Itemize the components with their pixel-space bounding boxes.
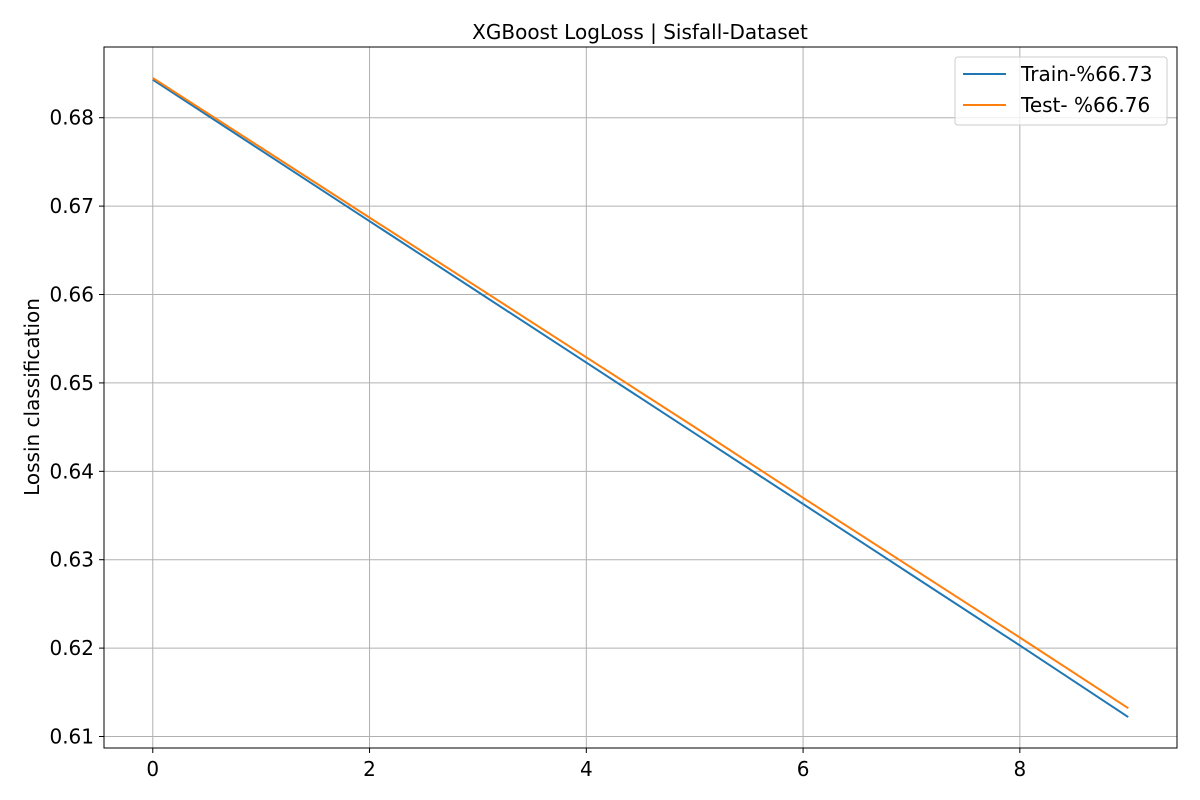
y-axis-label: Lossin classification bbox=[20, 298, 44, 496]
y-tick-label: 0.68 bbox=[49, 106, 94, 130]
series-layer bbox=[152, 77, 1129, 718]
legend-box bbox=[954, 56, 1168, 126]
legend: Train-%66.73 Test- %66.76 bbox=[954, 56, 1168, 126]
chart-title: XGBoost LogLoss | Sisfall-Dataset bbox=[472, 20, 808, 44]
y-tick-label: 0.63 bbox=[49, 548, 94, 572]
plot-frame bbox=[103, 46, 1178, 749]
x-tick-label: 8 bbox=[1013, 757, 1026, 781]
x-tick-label: 6 bbox=[797, 757, 810, 781]
series-line-test bbox=[152, 77, 1129, 710]
legend-label: Test- %66.76 bbox=[1020, 93, 1150, 117]
y-tick-label: 0.66 bbox=[49, 283, 94, 307]
x-tick-label: 0 bbox=[146, 757, 159, 781]
ticks: 0 2 4 6 8 0.61 0.62 0.63 0.64 0.65 0.66 0.67 0.68 bbox=[49, 106, 1026, 781]
x-tick-label: 2 bbox=[363, 757, 376, 781]
y-tick-label: 0.62 bbox=[49, 636, 94, 660]
y-tick-label: 0.65 bbox=[49, 371, 94, 395]
legend-label: Train-%66.73 bbox=[1020, 62, 1152, 86]
y-tick-label: 0.67 bbox=[49, 194, 94, 218]
y-tick-label: 0.61 bbox=[49, 725, 94, 749]
y-tick-label: 0.64 bbox=[49, 459, 94, 483]
series-line-train bbox=[152, 78, 1129, 718]
x-tick-label: 4 bbox=[580, 757, 593, 781]
